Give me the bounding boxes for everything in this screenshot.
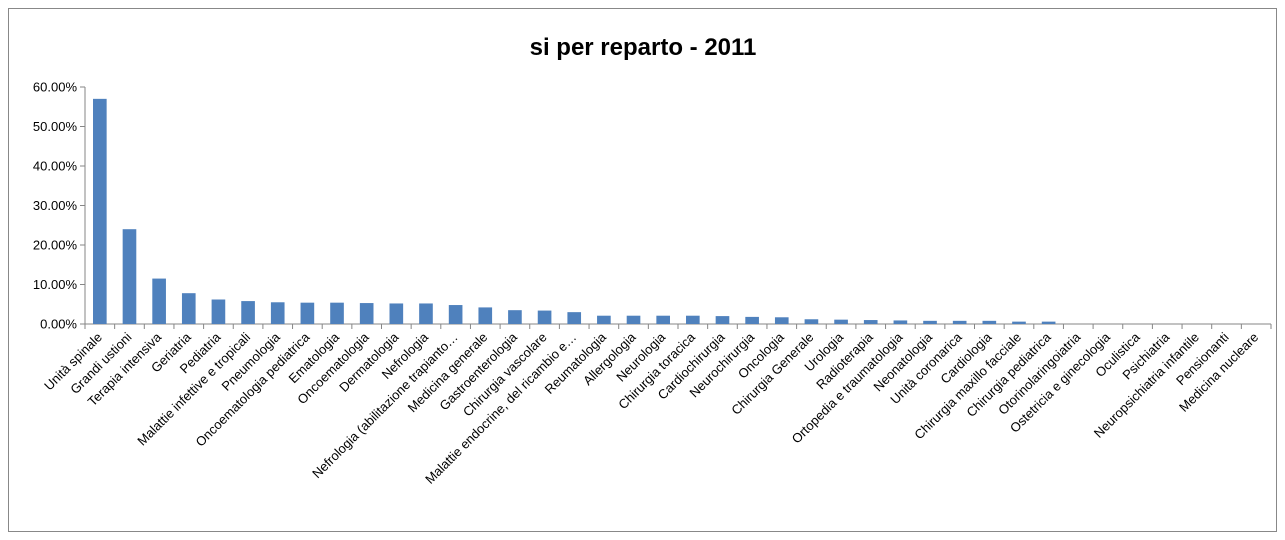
chart-frame: si per reparto - 2011 0.00% 10.00% 20.00% 3… — [8, 8, 1277, 532]
bar-chart: si per reparto - 2011 0.00% 10.00% 20.00% 3… — [33, 34, 1272, 487]
bar[interactable] — [774, 317, 789, 324]
y-tick-label: 20.00% — [33, 238, 78, 253]
chart-title: si per reparto - 2011 — [530, 34, 757, 61]
bar[interactable] — [122, 229, 137, 324]
bar[interactable] — [1041, 321, 1056, 324]
bar[interactable] — [952, 320, 967, 324]
bar[interactable] — [448, 305, 463, 324]
y-tick-label: 10.00% — [33, 277, 78, 292]
bar[interactable] — [834, 319, 848, 324]
bar[interactable] — [419, 303, 433, 324]
bar[interactable] — [359, 303, 374, 324]
bar[interactable] — [982, 320, 997, 324]
bar[interactable] — [93, 98, 107, 324]
bar[interactable] — [181, 293, 196, 324]
bar[interactable] — [567, 312, 582, 324]
y-tick-label: 0.00% — [40, 317, 77, 332]
bar[interactable] — [597, 315, 611, 324]
bar[interactable] — [1012, 321, 1026, 324]
y-tick-label: 50.00% — [33, 119, 78, 134]
bar[interactable] — [686, 315, 700, 324]
bar[interactable] — [537, 310, 552, 324]
bar[interactable] — [270, 302, 285, 324]
bar[interactable] — [863, 320, 878, 324]
bar[interactable] — [389, 303, 404, 324]
y-axis: 0.00% 10.00% 20.00% 30.00% 40.00% 50.00% 60.00… — [33, 80, 86, 332]
bar[interactable] — [330, 302, 344, 324]
y-tick-label: 60.00% — [33, 80, 78, 95]
bar[interactable] — [656, 315, 670, 324]
bars — [93, 98, 1056, 324]
x-axis — [84, 323, 1272, 329]
bar[interactable] — [300, 302, 315, 324]
bar[interactable] — [626, 315, 641, 324]
bar[interactable] — [923, 320, 937, 324]
bar[interactable] — [745, 316, 759, 324]
bar[interactable] — [804, 319, 819, 324]
bar[interactable] — [241, 301, 255, 324]
bar[interactable] — [211, 299, 226, 324]
y-tick-label: 40.00% — [33, 159, 78, 174]
bar[interactable] — [478, 307, 493, 324]
y-tick-label: 30.00% — [33, 198, 78, 213]
bar[interactable] — [715, 316, 730, 324]
bar[interactable] — [508, 310, 522, 324]
bar[interactable] — [152, 278, 166, 324]
bar[interactable] — [893, 320, 908, 324]
